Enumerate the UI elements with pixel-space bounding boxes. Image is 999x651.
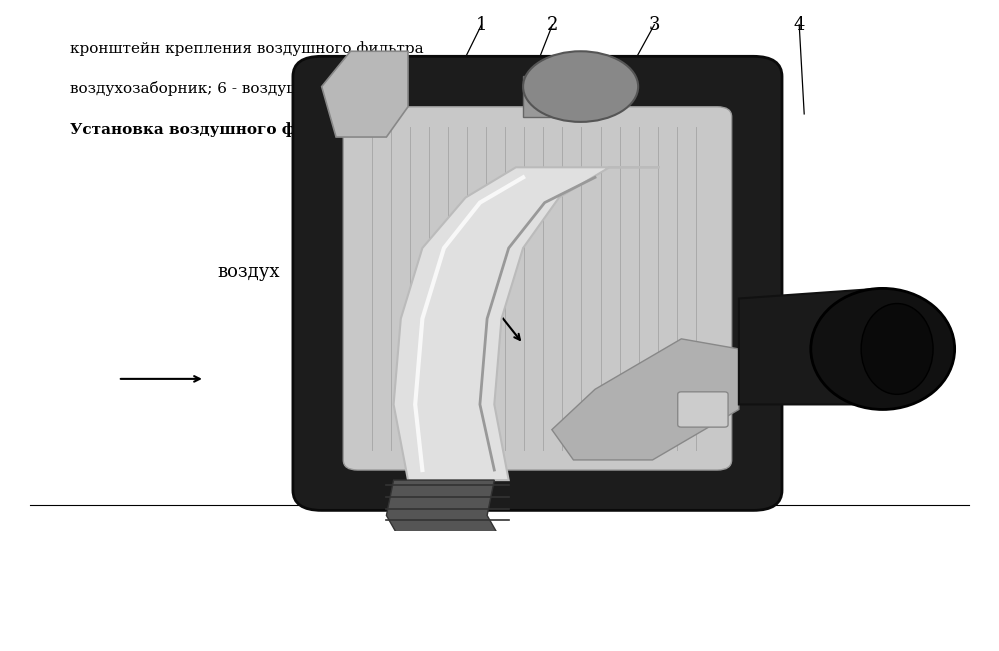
Text: 2: 2 xyxy=(546,16,558,35)
Text: воздухозаборник; 6 - воздушный фильтр; 7 - хомут крепления воздушного фильтра; 8: воздухозаборник; 6 - воздушный фильтр; 7… xyxy=(70,81,770,96)
Text: : 1, 4 - шланги, 2 - труба; 3 - хомуты, 5 -: : 1, 4 - шланги, 2 - труба; 3 - хомуты, … xyxy=(370,122,687,137)
FancyBboxPatch shape xyxy=(344,107,731,470)
Polygon shape xyxy=(387,480,515,566)
Polygon shape xyxy=(322,51,408,137)
Text: Установка воздушного фильтра: Установка воздушного фильтра xyxy=(70,122,358,137)
Text: 1: 1 xyxy=(476,16,488,35)
FancyBboxPatch shape xyxy=(677,392,728,427)
Text: воздух: воздух xyxy=(218,263,281,281)
FancyBboxPatch shape xyxy=(293,57,782,510)
Ellipse shape xyxy=(861,303,933,395)
Text: 3: 3 xyxy=(648,16,660,35)
Ellipse shape xyxy=(523,51,638,122)
Text: 7: 7 xyxy=(377,487,389,505)
Polygon shape xyxy=(739,288,911,404)
Polygon shape xyxy=(394,167,659,480)
Text: 8: 8 xyxy=(309,487,321,505)
Ellipse shape xyxy=(811,288,955,409)
Polygon shape xyxy=(551,339,739,460)
Text: кронштейн крепления воздушного фильтра: кронштейн крепления воздушного фильтра xyxy=(70,41,424,56)
Text: 6: 6 xyxy=(424,487,436,505)
Text: 4: 4 xyxy=(793,16,805,35)
Text: 5: 5 xyxy=(625,487,637,505)
Polygon shape xyxy=(523,77,566,117)
